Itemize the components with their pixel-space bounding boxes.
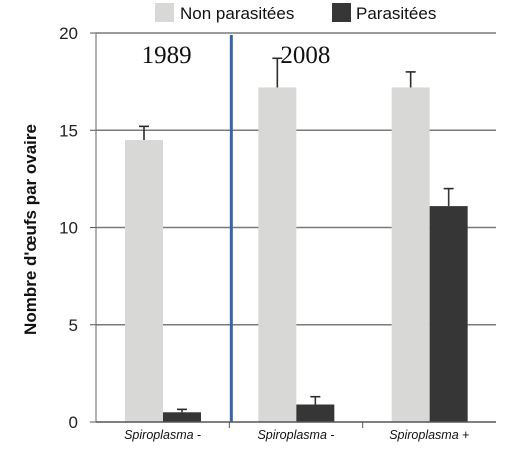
axes	[90, 32, 496, 428]
period-label: 1989	[142, 42, 192, 69]
bar	[296, 404, 335, 422]
bar	[391, 87, 430, 423]
y-axis-label: Nombre d'œufs par ovaire	[21, 124, 40, 335]
x-tick-label: Spiroplasma -	[257, 428, 334, 442]
legend-item: Parasitées	[332, 3, 436, 23]
legend-label: Non parasitées	[180, 4, 294, 23]
legend-swatch	[155, 3, 174, 22]
period-label: 2008	[280, 42, 330, 69]
legend: Non parasitées Parasitées	[155, 3, 436, 23]
x-tick-label: Spiroplasma +	[389, 428, 469, 442]
bar	[125, 139, 163, 422]
labels: 0 5 10 15 20 Spiroplasma - Spiroplasma - Spirop…	[21, 24, 469, 442]
legend-label: Parasitées	[356, 4, 436, 23]
y-tick-label: 20	[59, 24, 78, 43]
y-tick-label: 5	[69, 316, 78, 335]
bar	[163, 412, 201, 422]
bars	[125, 87, 468, 423]
legend-item: Non parasitées	[155, 3, 294, 23]
y-tick-label: 10	[59, 219, 78, 238]
bar	[429, 206, 468, 422]
error-bars	[139, 57, 454, 413]
y-tick-label: 15	[59, 121, 78, 140]
legend-swatch	[332, 3, 351, 22]
y-tick-label: 0	[69, 413, 78, 432]
bar	[258, 87, 297, 423]
x-tick-label: Spiroplasma -	[124, 428, 201, 442]
